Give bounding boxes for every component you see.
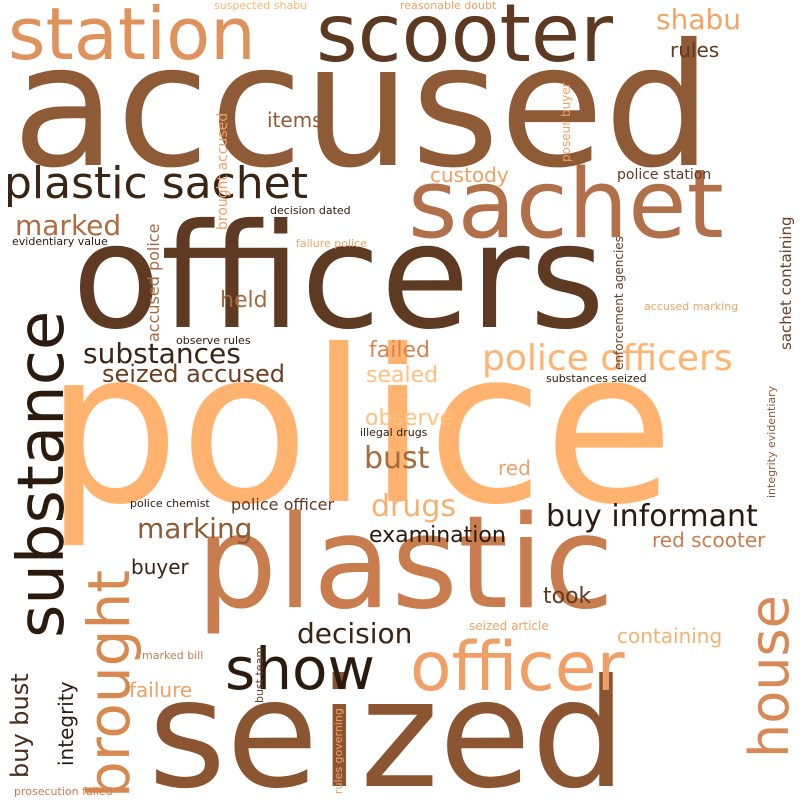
word-integrity: integrity [54, 681, 78, 766]
word-rules: rules [670, 38, 720, 62]
word-rules-governing: rules governing [332, 708, 345, 794]
word-house: house [738, 595, 800, 758]
word-took: took [543, 584, 592, 609]
word-accused: accused [12, 8, 712, 206]
word-sealed: sealed [366, 363, 439, 388]
word-red-scooter: red scooter [652, 528, 766, 552]
word-decision: decision [297, 617, 413, 650]
word-buy-informant: buy informant [546, 499, 758, 534]
word-reasonable-doubt: reasonable doubt [400, 0, 497, 12]
word-officer: officer [410, 628, 625, 707]
word-plastic: plastic [196, 489, 615, 638]
word-containing: containing [617, 624, 723, 648]
word-observe: observe [365, 406, 454, 431]
word-failure-police: failure police [296, 237, 367, 250]
word-seized-article: seized article [469, 619, 549, 633]
word-poseur-buyer: poseur buyer [559, 82, 573, 162]
word-items: items [267, 108, 323, 132]
word-evidentiary-value: evidentiary value [12, 235, 108, 248]
word-substances-seized: substances seized [546, 372, 647, 385]
word-substance: substance [5, 310, 79, 638]
word-marking: marking [137, 512, 253, 545]
word-enforcement-agencies: enforcement agencies [612, 236, 626, 370]
word-seized-accused: seized accused [102, 360, 285, 388]
word-accused-marking: accused marking [644, 300, 739, 313]
word-failed: failed [369, 338, 430, 363]
word-integrity-evidentiary: integrity evidentiary [765, 385, 778, 498]
word-held: held [220, 288, 268, 313]
word-police-officer: police officer [231, 495, 335, 514]
word-officers: officers [72, 193, 605, 362]
word-police-chemist: police chemist [130, 497, 210, 510]
word-scooter: scooter [316, 0, 614, 80]
word-buyer: buyer [131, 555, 189, 579]
word-bust: bust [364, 441, 430, 476]
word-bust-team: bust team [253, 646, 266, 703]
word-sachet-containing: sachet containing [777, 216, 795, 350]
word-show: show [225, 635, 375, 703]
word-suspected-shabu: suspected shabu [214, 0, 308, 12]
word-prosecution-failed: prosecution failed [14, 785, 113, 798]
word-plastic-sachet: plastic sachet [4, 158, 308, 209]
word-red: red [498, 456, 531, 480]
word-drugs: drugs [371, 489, 457, 524]
word-police-station: police station [617, 167, 712, 183]
word-decision-dated: decision dated [270, 204, 351, 217]
word-station: station [8, 0, 256, 76]
word-observe-rules: observe rules [176, 334, 251, 347]
word-illegal-drugs: illegal drugs [360, 426, 428, 439]
word-marked-bill: marked bill [142, 649, 204, 662]
word-accused-police: accused police [144, 223, 163, 342]
word-marked: marked [15, 209, 122, 242]
word-buy-bust: buy bust [6, 673, 34, 778]
word-seized: seized [148, 648, 627, 800]
word-police-officers: police officers [482, 338, 733, 379]
word-sachet: sachet [408, 150, 724, 260]
word-brought-accused: brought accused [215, 112, 231, 230]
word-failure: failure [129, 678, 193, 702]
word-police: police [45, 304, 675, 551]
word-substances: substances [83, 337, 241, 370]
word-shabu: shabu [656, 3, 742, 36]
word-examination: examination [369, 523, 506, 548]
word-custody: custody [430, 163, 509, 187]
